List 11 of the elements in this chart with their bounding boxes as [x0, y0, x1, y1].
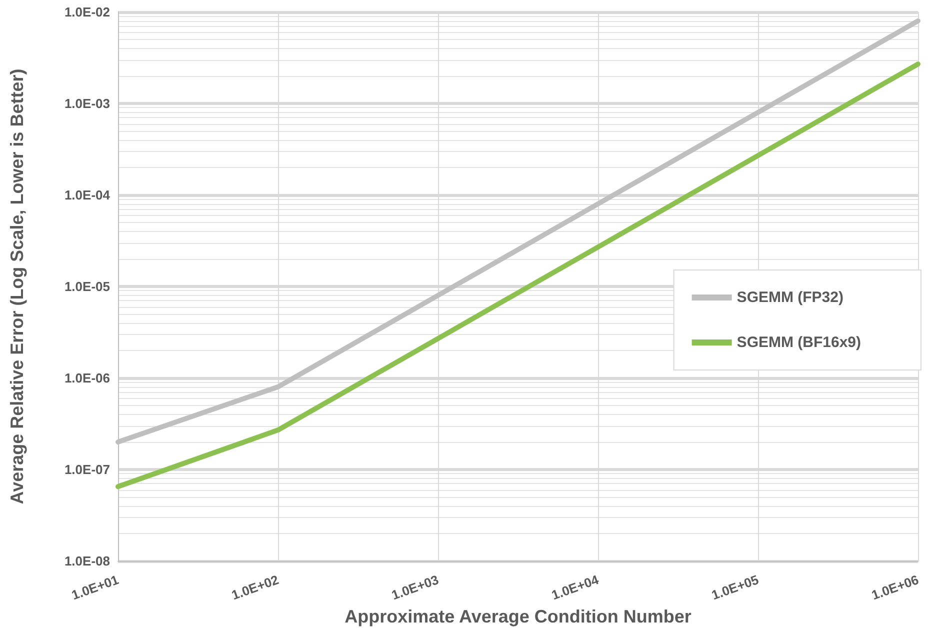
y-tick-label: 1.0E-07: [64, 462, 110, 477]
y-tick-label: 1.0E-02: [64, 4, 110, 20]
y-tick-label: 1.0E-04: [64, 188, 111, 202]
legend-label: SGEMM (FP32): [736, 289, 844, 306]
y-tick-label: 1.0E-08: [64, 554, 110, 568]
y-axis-title: Average Relative Error (Log Scale, Lower is Better): [7, 68, 27, 504]
y-tick-label: 1.0E-05: [64, 279, 110, 294]
y-tick-label: 1.0E-06: [64, 370, 110, 386]
legend-label: SGEMM (BF16x9): [736, 334, 862, 351]
x-axis-title: Approximate Average Condition Number: [344, 606, 692, 627]
y-tick-label: 1.0E-03: [64, 96, 110, 111]
